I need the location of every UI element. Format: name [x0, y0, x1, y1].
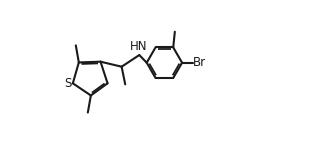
Text: Br: Br: [193, 56, 206, 69]
Text: S: S: [64, 77, 72, 90]
Text: HN: HN: [130, 40, 148, 53]
